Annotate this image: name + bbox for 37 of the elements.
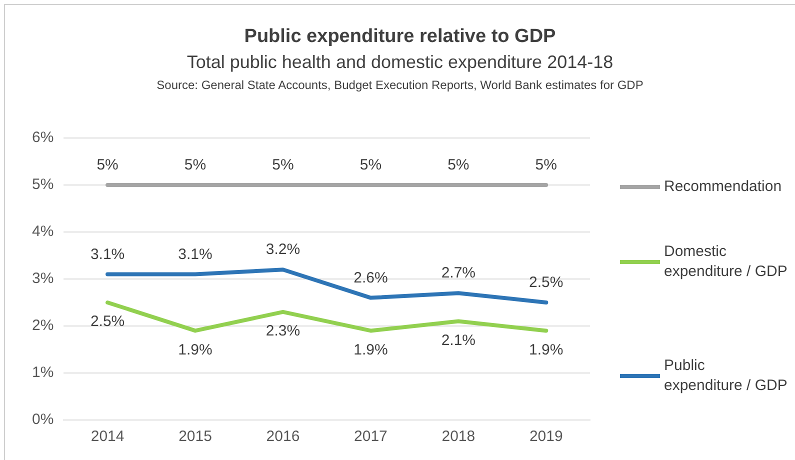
data-label: 2.5% <box>90 313 125 330</box>
legend-label: Domestic expenditure / GDP <box>664 243 788 280</box>
data-label: 3.1% <box>178 246 212 263</box>
data-label: 5% <box>360 156 382 174</box>
x-tick-label: 2016 <box>266 428 300 446</box>
x-tick-label: 2019 <box>529 428 563 446</box>
data-label: 2.6% <box>354 269 388 286</box>
x-tick-label: 2017 <box>354 428 388 446</box>
y-tick-label: 3% <box>32 270 54 288</box>
legend-label: Public expenditure / GDP <box>664 357 788 394</box>
data-label: 2.7% <box>441 264 476 282</box>
data-label: 3.1% <box>90 246 125 263</box>
data-label: 1.9% <box>529 341 564 358</box>
legend-label: Recommendation <box>664 178 782 196</box>
data-label: 1.9% <box>178 341 212 358</box>
chart-title: Public expenditure relative to GDP <box>243 26 557 48</box>
y-tick-label: 2% <box>32 317 54 334</box>
x-tick-label: 2018 <box>442 428 476 446</box>
x-tick-label: 2014 <box>90 428 124 446</box>
y-tick-label: 5% <box>32 176 54 194</box>
source-note: Source: General State Accounts, Budget Execution Reports, World Bank estimates for GDP <box>156 78 644 92</box>
y-tick-label: 1% <box>32 364 54 382</box>
data-label: 2.3% <box>266 322 300 340</box>
x-tick-label: 2015 <box>178 428 212 446</box>
data-label: 5% <box>272 156 294 174</box>
data-label: 5% <box>96 156 118 174</box>
y-tick-label: 0% <box>32 411 54 428</box>
data-label: 5% <box>184 156 206 174</box>
data-label: 2.5% <box>529 274 564 292</box>
data-label: 3.2% <box>266 241 300 258</box>
chart-subtitle: Total public health and domestic expenditure 2014-18 <box>186 52 614 73</box>
y-tick-label: 4% <box>32 223 54 240</box>
data-label: 5% <box>535 156 557 174</box>
data-label: 2.1% <box>441 332 476 349</box>
y-tick-label: 6% <box>32 129 54 146</box>
data-label: 5% <box>448 156 470 174</box>
data-label: 1.9% <box>354 341 388 358</box>
